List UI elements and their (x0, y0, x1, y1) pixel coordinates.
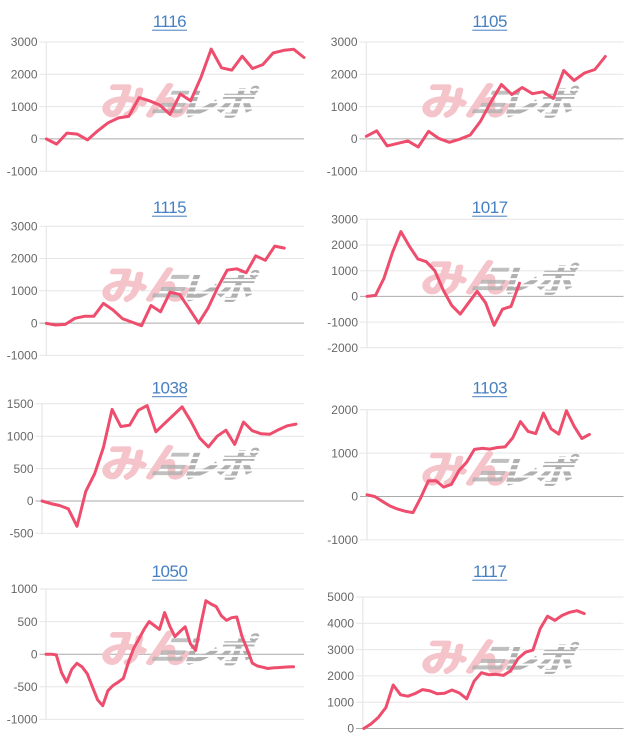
svg-text:1038: 1038 (152, 378, 188, 397)
svg-text:-500: -500 (9, 527, 33, 541)
svg-text:1000: 1000 (327, 695, 354, 709)
svg-text:1105: 1105 (472, 12, 507, 31)
svg-text:1103: 1103 (472, 378, 507, 397)
svg-text:2000: 2000 (11, 68, 38, 82)
svg-text:2000: 2000 (327, 669, 354, 683)
svg-text:0: 0 (351, 290, 358, 304)
svg-text:-1000: -1000 (7, 164, 38, 178)
svg-text:2000: 2000 (331, 68, 358, 82)
svg-text:0: 0 (27, 494, 34, 508)
svg-text:-1000: -1000 (7, 349, 38, 363)
svg-text:0: 0 (351, 490, 358, 504)
svg-text:1000: 1000 (11, 582, 38, 596)
svg-text:-1000: -1000 (7, 713, 38, 727)
svg-text:0: 0 (347, 722, 354, 736)
svg-text:5000: 5000 (327, 590, 354, 604)
svg-text:3000: 3000 (327, 643, 354, 657)
svg-text:1000: 1000 (331, 100, 358, 114)
svg-text:2000: 2000 (11, 252, 38, 266)
svg-text:-1000: -1000 (327, 315, 358, 329)
svg-text:1000: 1000 (11, 284, 38, 298)
svg-text:3000: 3000 (11, 219, 38, 233)
svg-text:-500: -500 (13, 680, 37, 694)
svg-text:2000: 2000 (331, 403, 358, 417)
svg-text:0: 0 (31, 316, 38, 330)
svg-text:1116: 1116 (153, 12, 186, 31)
svg-text:1117: 1117 (473, 562, 506, 581)
svg-text:1000: 1000 (11, 100, 38, 114)
svg-text:1000: 1000 (331, 264, 358, 278)
svg-text:0: 0 (31, 132, 38, 146)
svg-text:1000: 1000 (7, 429, 34, 443)
svg-text:-1000: -1000 (327, 533, 358, 547)
svg-text:0: 0 (351, 132, 358, 146)
svg-text:1017: 1017 (472, 198, 508, 217)
svg-text:0: 0 (31, 647, 38, 661)
svg-text:3000: 3000 (331, 213, 358, 227)
svg-text:1050: 1050 (152, 562, 188, 581)
svg-text:3000: 3000 (11, 35, 38, 49)
svg-text:3000: 3000 (331, 35, 358, 49)
svg-text:1000: 1000 (331, 446, 358, 460)
svg-text:500: 500 (13, 462, 33, 476)
svg-text:2000: 2000 (331, 238, 358, 252)
svg-text:500: 500 (17, 615, 37, 629)
svg-text:1500: 1500 (7, 397, 34, 411)
svg-text:1115: 1115 (153, 198, 186, 217)
svg-text:4000: 4000 (327, 617, 354, 631)
svg-text:-1000: -1000 (327, 164, 358, 178)
svg-text:-2000: -2000 (327, 341, 358, 355)
